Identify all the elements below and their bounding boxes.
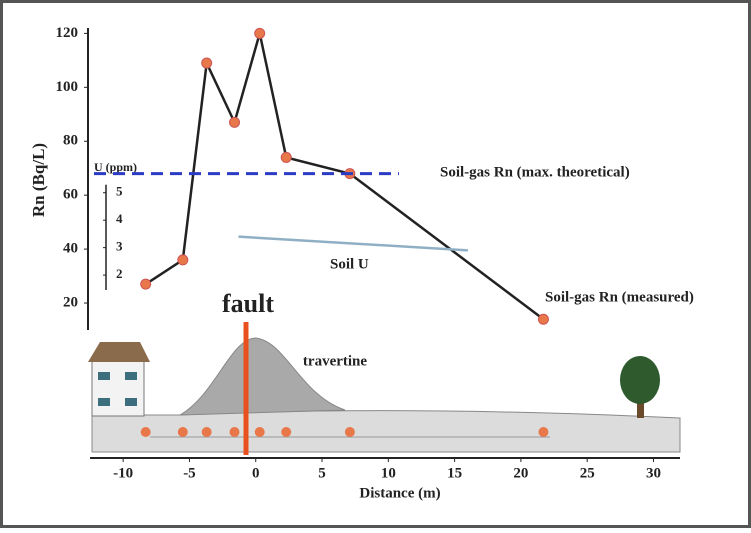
x-tick-label: 15 (447, 465, 462, 481)
house (92, 360, 144, 416)
x-tick-label: 20 (513, 465, 528, 481)
x-tick-label: -10 (113, 465, 133, 481)
y2-tick-label: 2 (116, 266, 123, 281)
y-tick-label: 120 (56, 25, 79, 41)
data-point (230, 117, 240, 127)
data-point (538, 314, 548, 324)
x-tick-label: 5 (318, 465, 326, 481)
y-tick-label: 20 (63, 294, 78, 310)
x-axis-label: Distance (m) (359, 485, 440, 501)
sample-site (141, 427, 151, 437)
y-axis-label: Rn (Bq/L) (29, 143, 48, 217)
x-tick-label: 0 (252, 465, 260, 481)
y-tick-label: 40 (63, 241, 78, 257)
travertine-label: travertine (303, 353, 367, 369)
chart: fault travertine Rn (Bq/L) U (ppm) Dista… (0, 0, 751, 528)
sample-site (202, 427, 212, 437)
data-point (178, 255, 188, 265)
x-tick-label: 10 (381, 465, 396, 481)
house-window (125, 398, 137, 406)
data-point (141, 279, 151, 289)
sample-site (255, 427, 265, 437)
house-window (98, 372, 110, 380)
tree-crown (620, 356, 660, 404)
y-tick-label: 80 (63, 133, 78, 149)
x-tick-label: 25 (580, 465, 595, 481)
y-tick-label: 100 (56, 79, 79, 95)
sample-site (230, 427, 240, 437)
data-point (255, 28, 265, 38)
y2-tick-label: 4 (116, 211, 123, 226)
house-window (98, 398, 110, 406)
y2-axis-label: U (ppm) (94, 160, 137, 174)
sample-site (178, 427, 188, 437)
series-label: Soil U (330, 256, 369, 272)
y-tick-label: 60 (63, 187, 78, 203)
data-point (202, 58, 212, 68)
y2-tick-label: 3 (116, 239, 123, 254)
series-label: Soil-gas Rn (max. theoretical) (440, 164, 630, 180)
fault-label: fault (222, 289, 274, 318)
x-tick-label: -5 (183, 465, 196, 481)
series-label: Soil-gas Rn (measured) (545, 289, 694, 305)
sample-site (281, 427, 291, 437)
y2-tick-label: 5 (116, 184, 123, 199)
sample-site (345, 427, 355, 437)
data-point (281, 152, 291, 162)
x-tick-label: 30 (646, 465, 661, 481)
sample-site (538, 427, 548, 437)
house-window (125, 372, 137, 380)
